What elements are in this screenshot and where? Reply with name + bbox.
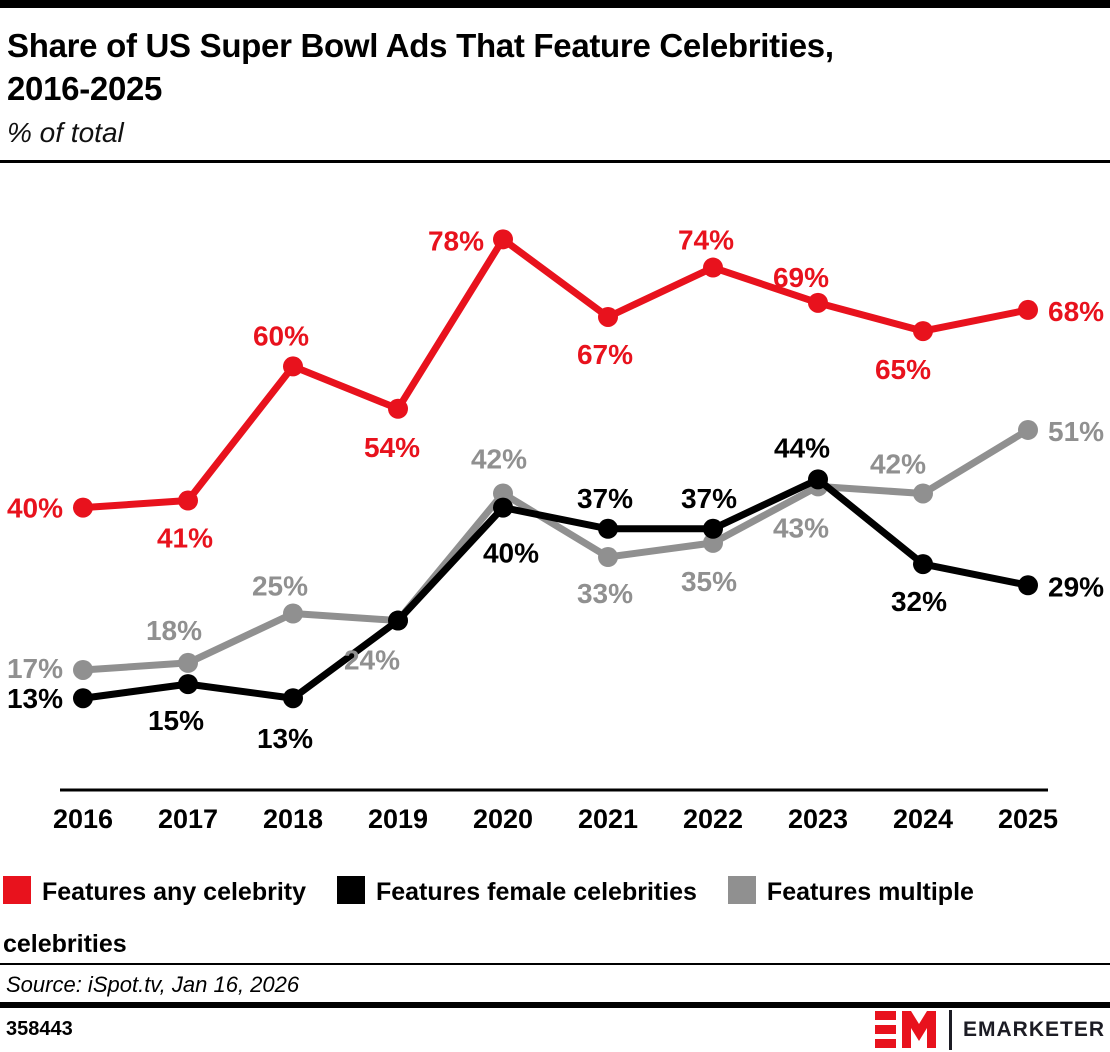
header-divider (0, 160, 1110, 163)
legend-swatch-red (3, 876, 31, 904)
data-point (283, 688, 303, 709)
data-point (913, 321, 933, 342)
x-axis-tick-label: 2016 (53, 804, 113, 834)
data-label: 15% (148, 705, 204, 736)
data-label: 74% (678, 225, 734, 256)
data-label: 65% (875, 354, 931, 385)
data-label: 42% (471, 443, 527, 474)
data-label: 24% (344, 645, 400, 676)
data-point (1018, 575, 1038, 596)
data-label: 69% (773, 262, 829, 293)
line-series-2 (82, 426, 1030, 674)
data-point (703, 518, 723, 539)
data-point (388, 610, 408, 631)
data-point (598, 518, 618, 539)
footer-divider (0, 1002, 1110, 1008)
data-point (178, 490, 198, 511)
data-label: 60% (253, 320, 309, 351)
legend-swatch-gray (727, 876, 756, 904)
data-label: 67% (577, 339, 633, 370)
title-line-1: Share of US Super Bowl Ads That Feature … (7, 27, 834, 64)
data-point (1018, 419, 1038, 440)
chart-legend: Features any celebrity Features female c… (3, 866, 1073, 970)
data-point (493, 497, 513, 518)
legend-label: Features multiple celebrities (3, 878, 974, 958)
data-label: 32% (891, 586, 947, 617)
top-black-bar (0, 0, 1110, 8)
data-point (283, 603, 303, 624)
data-label: 29% (1048, 571, 1104, 602)
data-point (73, 688, 93, 709)
data-label: 78% (428, 225, 484, 256)
data-point (913, 483, 933, 504)
x-axis-tick-label: 2017 (158, 804, 218, 834)
x-axis-tick-label: 2021 (578, 804, 638, 834)
page-title: Share of US Super Bowl Ads That Feature … (7, 24, 1103, 110)
data-label: 13% (7, 683, 63, 714)
data-label: 43% (773, 512, 829, 543)
data-label: 37% (681, 483, 737, 514)
x-axis-tick-label: 2024 (893, 804, 953, 834)
title-line-2: 2016-2025 (7, 70, 163, 107)
data-label: 17% (7, 653, 63, 684)
data-point (598, 306, 618, 327)
legend-swatch-black (336, 876, 365, 904)
emarketer-mark-icon (874, 1011, 936, 1048)
data-label: 18% (146, 615, 202, 646)
chart-header: Share of US Super Bowl Ads That Feature … (7, 24, 1103, 149)
x-axis-tick-label: 2025 (998, 804, 1058, 834)
x-axis-tick-label: 2019 (368, 804, 428, 834)
data-point (73, 497, 93, 518)
data-label: 40% (483, 538, 539, 569)
data-label: 33% (577, 578, 633, 609)
data-point (808, 469, 828, 490)
data-point (178, 674, 198, 695)
page-subtitle: % of total (7, 117, 124, 148)
data-point (703, 257, 723, 278)
data-label: 68% (1048, 296, 1104, 327)
logo-divider (948, 1010, 952, 1050)
legend-label: Features any celebrity (42, 878, 307, 906)
x-axis-tick-label: 2022 (683, 804, 743, 834)
data-label: 51% (1048, 416, 1104, 447)
x-axis-tick-label: 2023 (788, 804, 848, 834)
legend-label: Features female celebrities (375, 878, 697, 906)
data-label: 40% (7, 493, 63, 524)
chart-svg: 2016 2017 2018 2019 2020 2021 2022 2023 2024 2025… (7, 225, 1104, 834)
data-label: 13% (257, 723, 313, 754)
data-label: 25% (252, 571, 308, 602)
emarketer-wordmark: EMARKETER (962, 1018, 1105, 1041)
data-point (178, 652, 198, 673)
data-point (493, 483, 513, 504)
data-label: 35% (681, 566, 737, 597)
chart-id: 358443 (6, 1018, 73, 1040)
data-label: 44% (774, 432, 830, 463)
source-divider (0, 963, 1110, 965)
data-label: 54% (364, 432, 420, 463)
data-label: 41% (157, 523, 213, 554)
data-point (493, 229, 513, 250)
data-label: 42% (870, 448, 926, 479)
legend-item-female-celebrities: Features female celebrities (336, 876, 697, 906)
data-point (808, 292, 828, 313)
legend-item-any-celebrity: Features any celebrity (3, 876, 307, 906)
data-point (388, 398, 408, 419)
x-axis-tick-label: 2020 (473, 804, 533, 834)
data-point (598, 547, 618, 568)
data-point (703, 532, 723, 553)
x-axis-tick-label: 2018 (263, 804, 323, 834)
emarketer-logo: EMARKETER (874, 1010, 1105, 1050)
line-series-0 (82, 235, 1029, 512)
data-point (1018, 299, 1038, 320)
legend-item-multiple-celebrities: Features multiple celebrities (3, 876, 974, 958)
data-label: 37% (577, 483, 633, 514)
source-note: Source: iSpot.tv, Jan 16, 2026 (6, 972, 300, 997)
line-series-1 (82, 475, 1029, 702)
data-point (283, 356, 303, 377)
data-point (913, 554, 933, 575)
data-point (73, 659, 93, 680)
